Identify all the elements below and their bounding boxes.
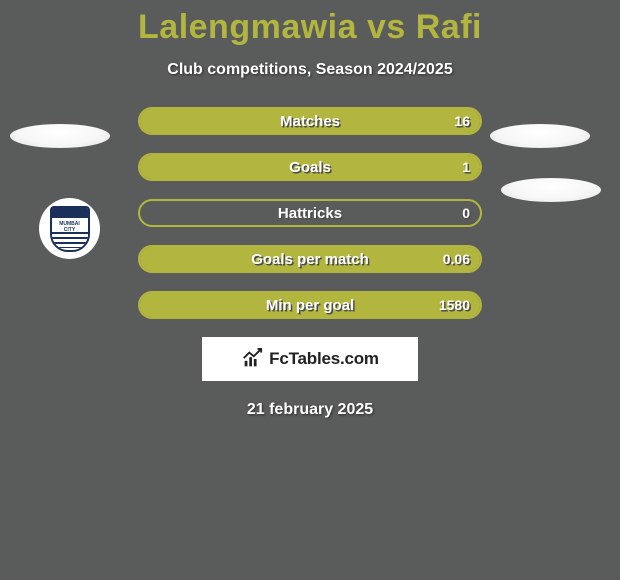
stat-row: Goals per match0.06 <box>0 245 620 275</box>
stat-row: Hattricks0 <box>0 199 620 229</box>
stat-value: 16 <box>454 113 470 129</box>
bar-chart-icon <box>241 348 263 370</box>
stat-row: Matches16 <box>0 107 620 137</box>
stat-value: 0 <box>462 205 470 221</box>
stat-row: Min per goal1580 <box>0 291 620 321</box>
brand-text: FcTables.com <box>269 349 379 369</box>
stat-value: 1 <box>462 159 470 175</box>
stat-label: Min per goal <box>138 297 482 314</box>
stat-label: Goals per match <box>138 251 482 268</box>
date-label: 21 february 2025 <box>0 401 620 419</box>
stat-label: Goals <box>138 159 482 176</box>
stat-label: Matches <box>138 113 482 130</box>
page-title: Lalengmawia vs Rafi <box>0 8 620 47</box>
stat-row: Goals1 <box>0 153 620 183</box>
subtitle: Club competitions, Season 2024/2025 <box>0 61 620 79</box>
stat-label: Hattricks <box>138 205 482 222</box>
stat-value: 0.06 <box>443 251 470 267</box>
brand-badge[interactable]: FcTables.com <box>202 337 418 381</box>
stat-value: 1580 <box>439 297 470 313</box>
